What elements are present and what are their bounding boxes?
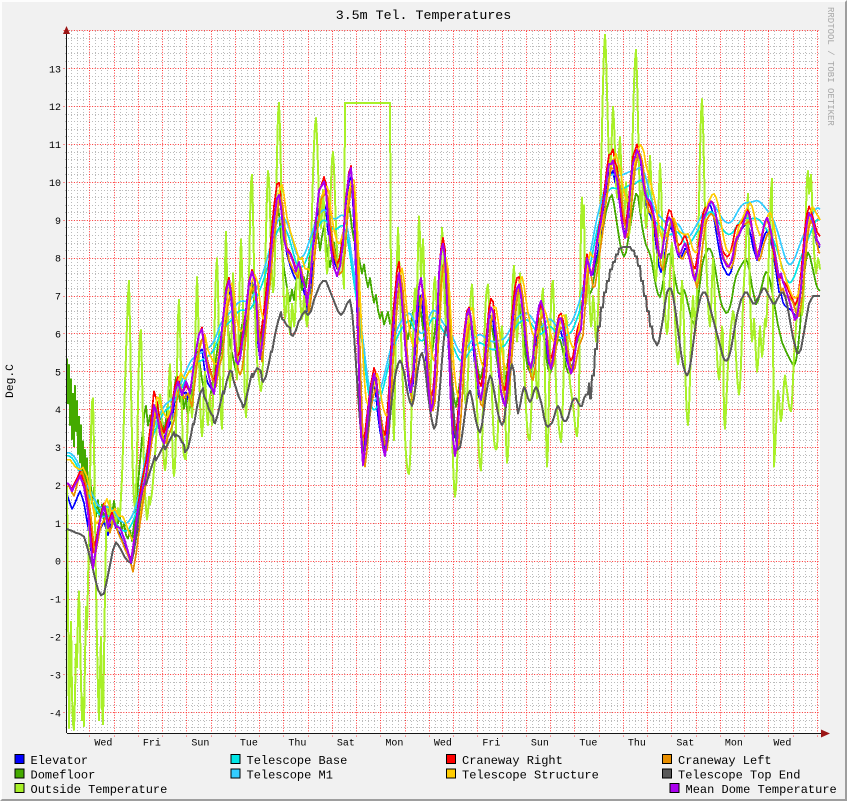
svg-text:Thu: Thu [288, 738, 306, 750]
svg-text:Sun: Sun [191, 739, 209, 750]
svg-text:8: 8 [55, 255, 61, 266]
svg-text:-2: -2 [49, 634, 61, 645]
svg-text:3.5m Tel. Temperatures: 3.5m Tel. Temperatures [336, 8, 512, 23]
svg-text:Fri: Fri [143, 738, 161, 750]
svg-text:12: 12 [49, 103, 61, 114]
svg-text:Sun: Sun [531, 739, 549, 750]
svg-text:-4: -4 [49, 709, 61, 720]
svg-text:11: 11 [49, 141, 61, 152]
svg-text:Wed: Wed [773, 738, 791, 750]
svg-text:Sat: Sat [337, 739, 355, 750]
svg-text:6: 6 [55, 331, 61, 342]
svg-text:Mon: Mon [385, 739, 403, 750]
svg-text:Telescope Structure: Telescope Structure [462, 768, 599, 782]
svg-text:5: 5 [55, 368, 61, 379]
svg-text:RRDTOOL / TOBI OETIKER: RRDTOOL / TOBI OETIKER [825, 7, 835, 126]
svg-text:7: 7 [55, 293, 61, 304]
svg-text:Mon: Mon [725, 739, 743, 750]
svg-text:2: 2 [55, 482, 61, 493]
svg-text:9: 9 [55, 217, 61, 228]
svg-text:Mean Dome Temperature: Mean Dome Temperature [686, 783, 837, 797]
svg-text:3: 3 [55, 444, 61, 455]
svg-text:Outside Temperature: Outside Temperature [31, 783, 168, 797]
svg-text:10: 10 [49, 179, 61, 190]
svg-text:0: 0 [55, 558, 61, 569]
svg-text:Wed: Wed [94, 738, 112, 750]
svg-text:Sat: Sat [676, 739, 694, 750]
svg-text:-3: -3 [49, 671, 61, 682]
svg-text:Telescope M1: Telescope M1 [247, 768, 333, 782]
svg-text:13: 13 [49, 65, 61, 76]
svg-text:Craneway Right: Craneway Right [462, 754, 563, 768]
svg-text:Thu: Thu [628, 738, 646, 750]
svg-text:4: 4 [55, 406, 61, 417]
svg-text:Craneway Left: Craneway Left [678, 754, 772, 768]
svg-text:Domefloor: Domefloor [31, 768, 96, 782]
svg-text:Elevator: Elevator [31, 754, 89, 768]
svg-text:Tue: Tue [240, 739, 258, 750]
svg-text:Tue: Tue [579, 739, 597, 750]
svg-text:Deg.C: Deg.C [5, 364, 17, 398]
svg-text:Telescope Top End: Telescope Top End [678, 768, 800, 782]
svg-text:-1: -1 [49, 596, 61, 607]
svg-text:Fri: Fri [482, 738, 500, 750]
svg-text:Telescope Base: Telescope Base [247, 754, 348, 768]
svg-text:Wed: Wed [434, 738, 452, 750]
svg-text:1: 1 [55, 520, 61, 531]
